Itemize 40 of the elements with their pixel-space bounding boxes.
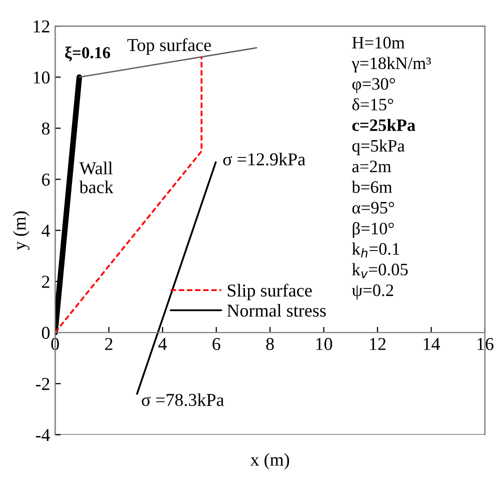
y-tick-label: -4 — [36, 429, 50, 441]
y-tick-label: -2 — [36, 378, 50, 390]
x-tick-label: 4 — [158, 338, 167, 350]
x-tick-label: 14 — [424, 338, 440, 350]
legend-label: Slip surface — [228, 284, 312, 300]
annotation: a=2m — [352, 160, 392, 172]
annotation: c=25kPa — [352, 118, 416, 132]
annotation: k$_{h}$=0.1 — [352, 242, 400, 258]
legend-label: Normal stress — [227, 304, 326, 317]
annotation: q=5kPa — [352, 139, 405, 156]
y-axis-title: y (m) — [12, 211, 30, 250]
annotation: α=95° — [352, 202, 394, 214]
x-tick-label: 8 — [266, 338, 274, 350]
annotation: Top surface — [127, 38, 211, 55]
annotation: σ =12.9kPa — [223, 152, 306, 166]
y-tick-label: 6 — [42, 174, 50, 186]
annotation: δ=15° — [352, 98, 394, 110]
y-tick-label: 8 — [42, 122, 50, 135]
annotation: Wall back — [79, 162, 114, 194]
annotation: β=10° — [352, 222, 394, 238]
x-tick-label: 16 — [478, 338, 494, 350]
annotation: σ =78.3kPa — [142, 393, 224, 406]
annotation: ψ=0.2 — [352, 284, 394, 300]
y-tick-label: 12 — [34, 20, 50, 32]
x-tick-label: 0 — [51, 338, 59, 350]
x-tick-label: 2 — [105, 338, 112, 350]
y-tick-label: 10 — [34, 71, 50, 84]
annotation: k$_{v}$=0.05 — [352, 263, 408, 278]
annotation: γ=18kN/m³ — [352, 56, 431, 73]
x-tick-label: 12 — [370, 338, 386, 350]
x-tick-label: 10 — [316, 338, 332, 350]
annotation: b=6m — [352, 180, 392, 193]
annotation: ξ=0.16 — [65, 46, 110, 62]
annotation: φ=30° — [352, 78, 395, 94]
y-tick-label: 4 — [42, 224, 50, 237]
y-tick-label: 0 — [42, 326, 50, 339]
x-axis-title: x (m) — [250, 453, 290, 470]
x-tick-label: 6 — [212, 338, 220, 350]
y-tick-label: 2 — [42, 276, 50, 288]
annotation: H=10m — [352, 36, 405, 49]
